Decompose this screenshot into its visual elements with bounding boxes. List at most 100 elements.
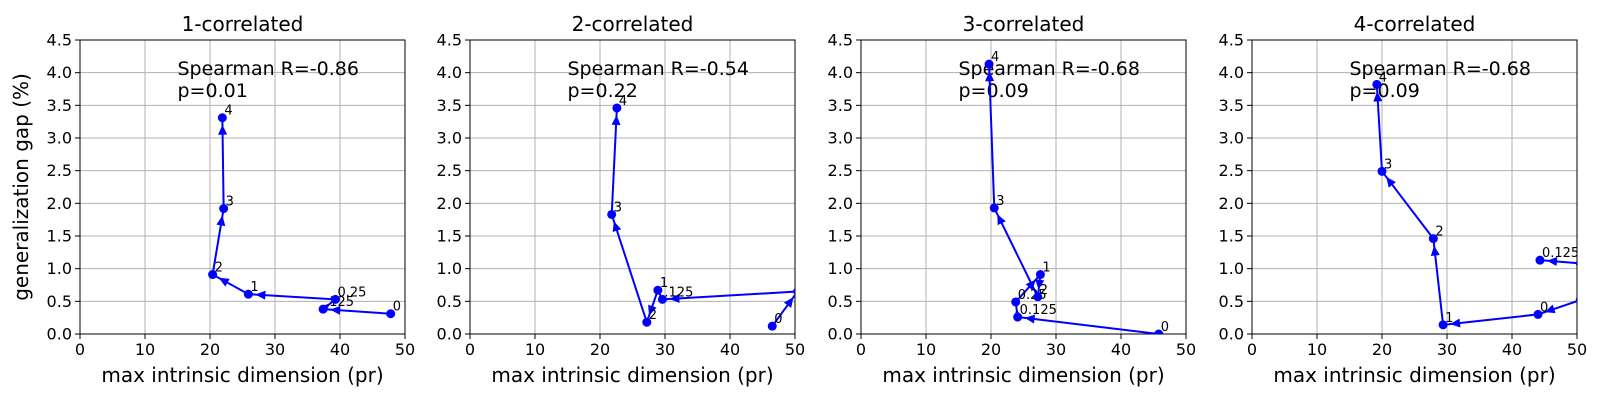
p-value-annotation: p=0.09 bbox=[959, 80, 1029, 102]
chart-title: 4-correlated bbox=[1354, 12, 1476, 36]
point-label: 4 bbox=[1379, 70, 1387, 85]
point-label: 1 bbox=[1042, 261, 1050, 276]
y-tick-label: 1.0 bbox=[47, 259, 72, 278]
y-tick-label: 2.5 bbox=[1219, 161, 1244, 180]
data-point bbox=[208, 270, 218, 280]
x-tick-label: 30 bbox=[1046, 340, 1066, 359]
series-segment bbox=[610, 107, 618, 215]
y-tick-label: 2.5 bbox=[828, 161, 853, 180]
data-point bbox=[1428, 234, 1438, 244]
y-tick-label: 4.5 bbox=[828, 31, 853, 50]
x-tick-label: 20 bbox=[200, 340, 220, 359]
y-tick-label: 3.0 bbox=[437, 129, 462, 148]
y-tick-label: 1.5 bbox=[437, 227, 462, 246]
y-tick-label: 2.5 bbox=[47, 161, 72, 180]
spearman-annotation: Spearman R=-0.86 bbox=[178, 58, 359, 80]
y-tick-label: 0.0 bbox=[1219, 325, 1244, 344]
y-tick-label: 2.0 bbox=[828, 194, 853, 213]
data-point bbox=[219, 204, 229, 214]
y-tick-label: 0.5 bbox=[47, 292, 72, 311]
series-segment bbox=[1017, 316, 1159, 334]
y-tick-label: 0.0 bbox=[47, 325, 72, 344]
y-tick-label: 0.5 bbox=[828, 292, 853, 311]
data-point bbox=[1035, 270, 1045, 280]
x-axis-label: max intrinsic dimension (pr) bbox=[1273, 363, 1555, 387]
arrowhead bbox=[611, 114, 621, 126]
x-tick-label: 50 bbox=[1176, 340, 1196, 359]
point-label: 1 bbox=[660, 276, 668, 291]
y-axis-label: generalization gap (%) bbox=[9, 73, 33, 301]
x-tick-label: 30 bbox=[265, 340, 285, 359]
arrowhead bbox=[216, 215, 226, 227]
arrowhead bbox=[1386, 176, 1396, 188]
data-point bbox=[1033, 292, 1043, 302]
x-tick-label: 40 bbox=[720, 340, 740, 359]
y-tick-label: 3.5 bbox=[47, 96, 72, 115]
arrowhead bbox=[1430, 245, 1440, 257]
data-point bbox=[653, 285, 663, 295]
chart-title: 3-correlated bbox=[963, 12, 1085, 36]
y-tick-label: 1.5 bbox=[828, 227, 853, 246]
arrowhead bbox=[985, 71, 995, 82]
x-tick-label: 0 bbox=[465, 340, 475, 359]
y-tick-label: 1.0 bbox=[1219, 259, 1244, 278]
data-point bbox=[1013, 312, 1023, 322]
series-group: 0 1 2 3 4 0.125 bbox=[1372, 70, 1579, 330]
data-point bbox=[1535, 255, 1545, 265]
chart-panel-2: 0 10 20 30 40 500.00.51.01.52.02.53.03.54.04.… bbox=[437, 12, 806, 387]
x-tick-label: 0 bbox=[75, 340, 85, 359]
y-tick-label: 2.0 bbox=[1219, 194, 1244, 213]
x-tick-label: 20 bbox=[590, 340, 610, 359]
series-segment bbox=[1539, 259, 1577, 265]
arrowhead bbox=[783, 297, 794, 308]
data-point bbox=[657, 294, 667, 304]
arrowhead bbox=[1035, 279, 1045, 290]
data-point bbox=[217, 113, 227, 123]
series-segment bbox=[662, 290, 795, 301]
data-point bbox=[1533, 309, 1543, 319]
chart-panel-4: 0 10 20 30 40 500.00.51.01.52.02.53.03.54.04.… bbox=[1219, 12, 1588, 387]
p-value-annotation: p=0.09 bbox=[1350, 80, 1420, 102]
y-tick-label: 3.0 bbox=[47, 129, 72, 148]
plot-frame bbox=[860, 39, 1187, 335]
y-tick-label: 1.5 bbox=[1219, 227, 1244, 246]
spearman-annotation: Spearman R=-0.54 bbox=[568, 58, 749, 80]
point-label: 1 bbox=[250, 280, 258, 295]
point-label: 3 bbox=[226, 195, 234, 210]
spearman-annotation: Spearman R=-0.68 bbox=[1350, 58, 1531, 80]
spearman-annotation: Spearman R=-0.68 bbox=[959, 58, 1140, 80]
y-tick-label: 4.0 bbox=[47, 63, 72, 82]
y-tick-label: 1.5 bbox=[47, 227, 72, 246]
y-tick-label: 4.0 bbox=[828, 63, 853, 82]
x-tick-label: 0 bbox=[1247, 340, 1257, 359]
plot-frame bbox=[1251, 39, 1578, 335]
x-tick-label: 0 bbox=[856, 340, 866, 359]
y-tick-label: 4.0 bbox=[1219, 63, 1244, 82]
x-tick-label: 10 bbox=[525, 340, 545, 359]
p-value-annotation: p=0.01 bbox=[178, 80, 248, 102]
point-label: 2 bbox=[1040, 283, 1048, 298]
y-tick-label: 3.5 bbox=[1219, 96, 1244, 115]
point-label: 3 bbox=[614, 200, 622, 215]
plot-frame bbox=[469, 39, 796, 335]
data-point bbox=[984, 59, 994, 69]
p-value-annotation: p=0.22 bbox=[568, 80, 638, 102]
y-tick-label: 3.5 bbox=[828, 96, 853, 115]
point-label: 0.25 bbox=[337, 285, 366, 300]
y-tick-label: 4.5 bbox=[1219, 31, 1244, 50]
data-point bbox=[1575, 296, 1577, 304]
point-label: 3 bbox=[1384, 157, 1392, 172]
x-axis-label: max intrinsic dimension (pr) bbox=[101, 363, 383, 387]
arrowhead bbox=[255, 290, 266, 300]
point-label: 0.125 bbox=[1542, 246, 1579, 261]
point-label: 2 bbox=[1435, 225, 1443, 240]
x-tick-label: 30 bbox=[655, 340, 675, 359]
y-tick-label: 2.0 bbox=[437, 194, 462, 213]
point-label: 2 bbox=[649, 308, 657, 323]
y-tick-label: 4.0 bbox=[437, 63, 462, 82]
x-tick-label: 50 bbox=[395, 340, 415, 359]
series-segment bbox=[610, 214, 648, 323]
x-axis-label: max intrinsic dimension (pr) bbox=[882, 363, 1164, 387]
